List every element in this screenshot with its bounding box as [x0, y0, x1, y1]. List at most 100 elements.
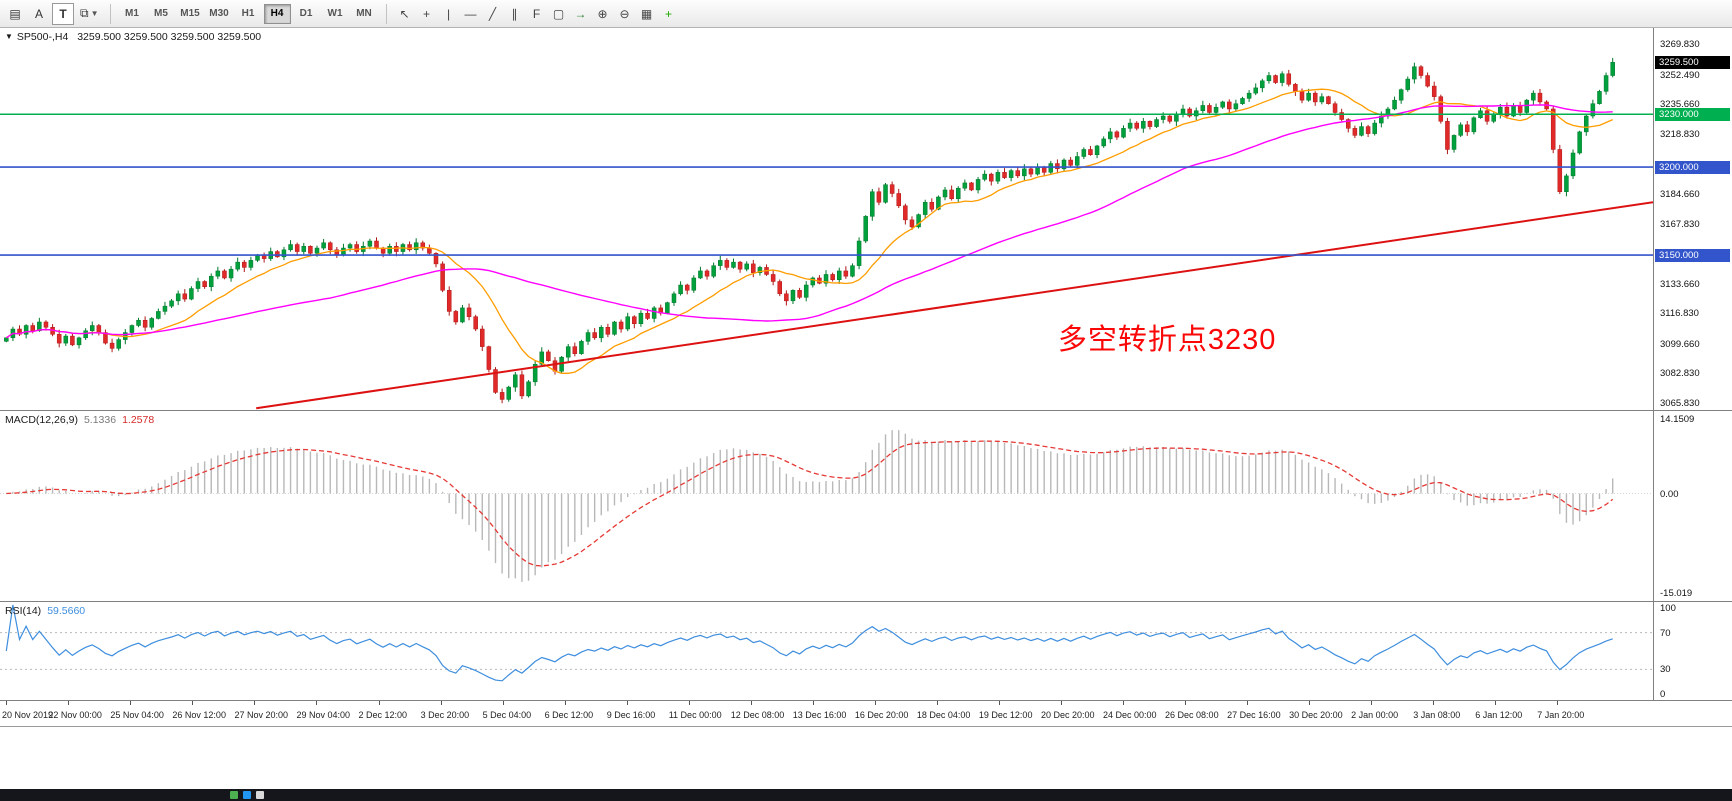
time-tick: [874, 701, 876, 705]
taskbar-icon[interactable]: [256, 791, 264, 799]
price-level-badge: 3259.500: [1655, 55, 1730, 69]
time-tick: [1247, 701, 1249, 705]
cursor-icon[interactable]: ↖: [394, 3, 416, 25]
macd-name: MACD(12,26,9): [5, 414, 78, 426]
macd-scale-top: 14.1509: [1660, 414, 1695, 425]
time-label: 16 Dec 20:00: [854, 710, 909, 720]
rsi-scale-label: 100: [1660, 603, 1676, 614]
time-label: 26 Dec 08:00: [1165, 710, 1219, 720]
time-tick: [1495, 701, 1497, 705]
rsi-chart[interactable]: RSI(14) 59.5660: [0, 602, 1653, 700]
rsi-label: RSI(14) 59.5660: [5, 605, 85, 617]
timeframe-d1[interactable]: D1: [293, 4, 320, 24]
time-label: 18 Dec 04:00: [916, 710, 971, 720]
time-tick: [1185, 701, 1187, 705]
price-tick: 3167.830: [1660, 218, 1700, 230]
zoom-out-icon[interactable]: ⊖: [614, 3, 636, 25]
timeframe-h4[interactable]: H4: [263, 3, 291, 24]
timeframe-m15[interactable]: M15: [177, 4, 204, 24]
time-tick: [130, 701, 132, 705]
time-label: 6 Jan 12:00: [1475, 710, 1523, 720]
price-axis[interactable]: 3269.830 3252.490 3235.660 3218.830 3184.660…: [1653, 28, 1732, 410]
price-tick: 3235.660: [1660, 99, 1700, 111]
crosshair-icon[interactable]: +: [416, 3, 438, 25]
price-tick: 3184.660: [1660, 189, 1700, 201]
price-level-badge: 3200.000: [1655, 160, 1730, 174]
rsi-axis[interactable]: 100 70 30 0: [1653, 602, 1732, 700]
macd-axis[interactable]: 14.1509 0.00 -15.019: [1653, 411, 1732, 601]
time-tick: [6, 701, 8, 705]
fibonacci-icon[interactable]: F: [526, 3, 548, 25]
zoom-in-icon[interactable]: ⊕: [592, 3, 614, 25]
drawing-tools: ↖ + | — ╱ ∥ F ▢ → ⊕ ⊖ ▦ +: [394, 3, 680, 25]
timeframe-m5[interactable]: M5: [148, 4, 175, 24]
font-tool-button[interactable]: A: [28, 3, 50, 25]
time-tick: [192, 701, 194, 705]
shapes-icon[interactable]: ▢: [548, 3, 570, 25]
rsi-line: [5, 604, 1613, 682]
time-label: 7 Jan 20:00: [1537, 710, 1585, 720]
channel-icon[interactable]: ∥: [504, 3, 526, 25]
symbol-timeframe: SP500-,H4: [16, 31, 69, 43]
timeframe-m1[interactable]: M1: [119, 4, 146, 24]
timeframe-m30[interactable]: M30: [206, 4, 233, 24]
chart-annotation-text[interactable]: 多空转折点3230: [1057, 324, 1277, 356]
time-tick: [564, 701, 566, 705]
price-chart-panel: ▼ SP500-,H4 3259.500 3259.500 3259.500 32…: [0, 28, 1732, 411]
horizontal-line-icon[interactable]: —: [460, 3, 482, 25]
time-tick: [378, 701, 380, 705]
time-label: 3 Jan 08:00: [1413, 710, 1461, 720]
vertical-line-icon[interactable]: |: [438, 3, 460, 25]
timeframe-mn[interactable]: MN: [351, 4, 378, 24]
charts-grid-icon[interactable]: ▤: [9, 6, 21, 21]
candles: [4, 57, 1615, 404]
time-tick: [502, 701, 504, 705]
macd-signal-value: 1.2578: [122, 414, 155, 426]
timeframe-h1[interactable]: H1: [235, 4, 262, 24]
time-label: 24 Dec 00:00: [1102, 710, 1157, 720]
rsi-scale-label: 0: [1660, 689, 1666, 700]
objects-dropdown[interactable]: ⧉ ▼: [76, 3, 103, 25]
time-axis[interactable]: 20 Nov 2019 22 Nov 00:00 25 Nov 04:00 26 No…: [0, 701, 1732, 727]
time-tick: [1433, 701, 1435, 705]
price-chart[interactable]: ▼ SP500-,H4 3259.500 3259.500 3259.500 32…: [0, 28, 1653, 410]
chart-collapse-icon[interactable]: ▼: [5, 32, 13, 41]
time-label: 13 Dec 16:00: [792, 710, 847, 720]
taskbar[interactable]: [0, 789, 1732, 801]
macd-scale-bottom: -15.019: [1660, 588, 1693, 599]
arrow-marker-icon[interactable]: →: [570, 3, 592, 25]
time-label: 12 Dec 08:00: [730, 710, 785, 720]
time-label: 5 Dec 04:00: [482, 710, 532, 720]
ma-mid-line[interactable]: [5, 104, 1613, 339]
main-toolbar: ▤ A T ⧉ ▼ M1 M5 M15 M30 H1 H4 D1 W1 MN ↖ + | — ╱ ∥ F ▢ →…: [0, 0, 1732, 28]
toolbar-separator: [109, 3, 111, 24]
price-tick: 3252.490: [1660, 69, 1700, 81]
trend-line[interactable]: [256, 201, 1653, 410]
price-tick: 3218.830: [1660, 128, 1700, 140]
time-label: 6 Dec 12:00: [544, 710, 594, 720]
rsi-scale-label: 70: [1660, 627, 1671, 639]
time-tick: [1309, 701, 1311, 705]
timeframe-w1[interactable]: W1: [322, 4, 349, 24]
time-label: 9 Dec 16:00: [606, 710, 656, 720]
macd-chart[interactable]: MACD(12,26,9) 5.1336 1.2578: [0, 411, 1653, 601]
taskbar-icon[interactable]: [230, 791, 238, 799]
time-tick: [1557, 701, 1559, 705]
time-tick: [316, 701, 318, 705]
ma-fast-line[interactable]: [5, 88, 1613, 374]
time-label: 20 Nov 2019: [2, 710, 54, 720]
time-tick: [812, 701, 814, 705]
trendline-icon[interactable]: ╱: [482, 3, 504, 25]
add-indicator-icon[interactable]: +: [658, 3, 680, 25]
tile-windows-icon[interactable]: ▦: [636, 3, 658, 25]
time-tick: [1122, 701, 1124, 705]
price-level-badge: 3150.000: [1655, 248, 1730, 262]
rsi-name: RSI(14): [5, 605, 42, 617]
price-tick: 3269.830: [1660, 39, 1700, 51]
text-tool-button[interactable]: T: [52, 2, 74, 25]
time-label: 2 Jan 00:00: [1351, 710, 1399, 720]
price-tick: 3065.830: [1660, 398, 1700, 410]
macd-label: MACD(12,26,9) 5.1336 1.2578: [5, 414, 154, 426]
time-tick: [998, 701, 1000, 705]
taskbar-icon[interactable]: [243, 791, 251, 799]
